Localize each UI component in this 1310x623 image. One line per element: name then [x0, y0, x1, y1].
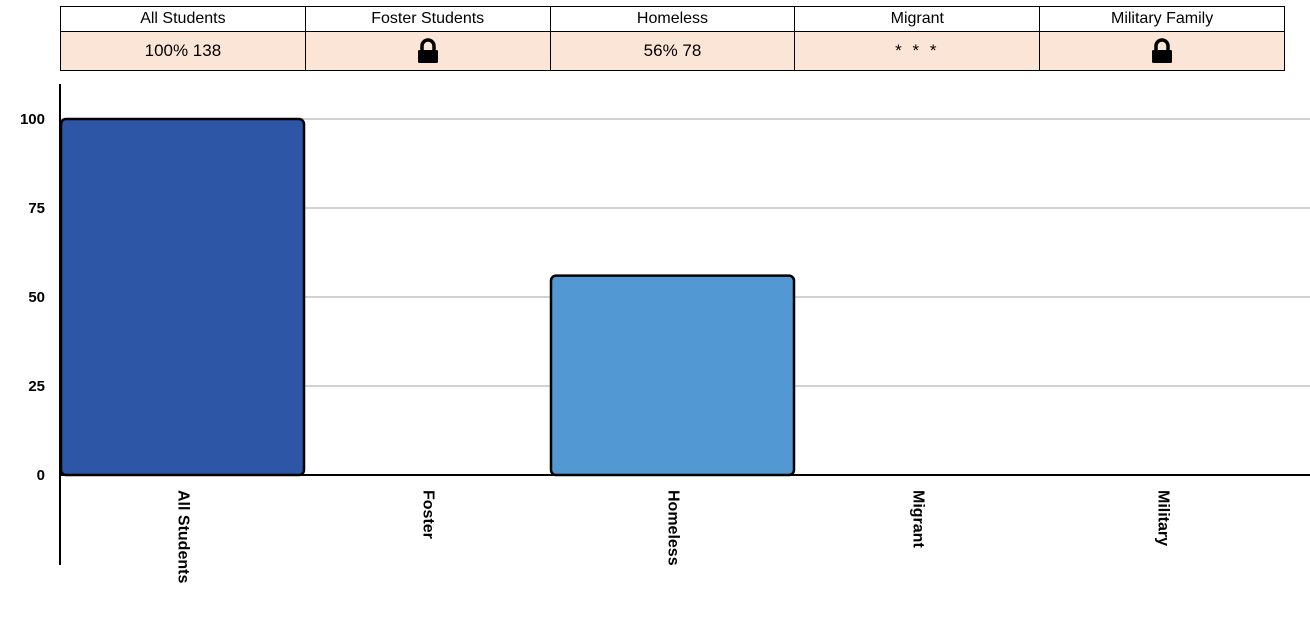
- value-foster-students: [304, 31, 551, 71]
- summary-header-row: All Students Foster Students Homeless Mi…: [60, 6, 1285, 32]
- y-tick-label: 25: [28, 378, 45, 395]
- x-category-label: Homeless: [664, 490, 681, 566]
- summary-table: All Students Foster Students Homeless Mi…: [60, 6, 1285, 71]
- x-category-label: Migrant: [909, 490, 926, 548]
- value-migrant: * * *: [794, 31, 1041, 71]
- x-category-label: All Students: [174, 490, 191, 583]
- lock-icon: [1152, 38, 1173, 63]
- bar: [549, 274, 796, 477]
- x-category-label: Military: [1154, 490, 1171, 546]
- value-homeless: 56% 78: [549, 31, 796, 71]
- header-all-students: All Students: [60, 6, 306, 32]
- y-tick-label: 0: [37, 467, 45, 484]
- header-migrant: Migrant: [794, 6, 1041, 32]
- header-foster-students: Foster Students: [304, 6, 551, 32]
- value-military-family: [1039, 31, 1285, 71]
- y-tick-label: 75: [28, 200, 45, 217]
- header-military-family: Military Family: [1039, 6, 1285, 32]
- y-tick-label: 50: [28, 289, 45, 306]
- summary-value-row: 100% 138 56% 78 * * *: [60, 31, 1285, 71]
- lock-icon: [417, 38, 438, 63]
- x-category-label: Foster: [419, 490, 436, 539]
- y-tick-label: 100: [20, 111, 45, 128]
- value-all-students: 100% 138: [60, 31, 306, 71]
- header-homeless: Homeless: [549, 6, 796, 32]
- bar: [59, 117, 306, 477]
